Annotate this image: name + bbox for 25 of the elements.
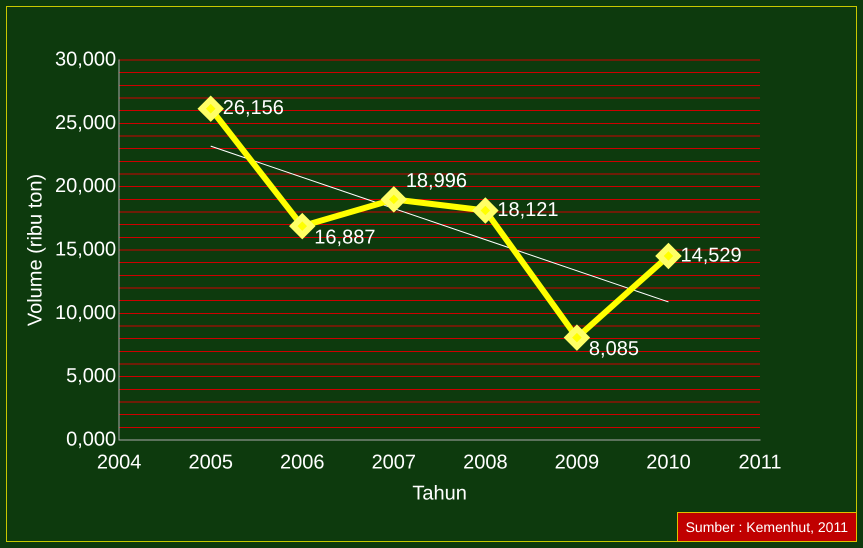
point bbox=[290, 214, 314, 238]
point bbox=[198, 96, 223, 121]
y-tick-label: 15,000 bbox=[55, 238, 116, 261]
x-tick-label: 2010 bbox=[646, 452, 691, 474]
y-tick-label: 10,000 bbox=[55, 302, 116, 324]
point bbox=[656, 244, 680, 268]
x-tick-label: 2004 bbox=[96, 452, 142, 474]
y-tick-label: 20,000 bbox=[55, 175, 116, 198]
y-tick-label: 0,000 bbox=[66, 428, 116, 451]
point bbox=[564, 326, 589, 350]
x-tick-label: 2007 bbox=[372, 452, 416, 474]
point bbox=[382, 187, 406, 212]
x-tick-label: 2005 bbox=[188, 452, 233, 474]
y-tick-label: 5,000 bbox=[66, 365, 116, 388]
data-label: 14,529 bbox=[680, 244, 742, 266]
x-tick-label: 2011 bbox=[738, 452, 782, 474]
x-tick-label: 2006 bbox=[280, 452, 325, 474]
text: Sumber : Kemenhut, 2011 bbox=[676, 512, 857, 542]
y-tick-label: 25,000 bbox=[55, 112, 116, 134]
x-tick-label: 2008 bbox=[463, 452, 508, 474]
point bbox=[473, 198, 498, 222]
y-axis-title: Volume (ribu ton) bbox=[24, 174, 47, 326]
x-tick-label: 2009 bbox=[554, 452, 600, 474]
y-tick-label: 30,000 bbox=[55, 48, 116, 71]
x-axis-title: Tahun bbox=[412, 482, 467, 505]
